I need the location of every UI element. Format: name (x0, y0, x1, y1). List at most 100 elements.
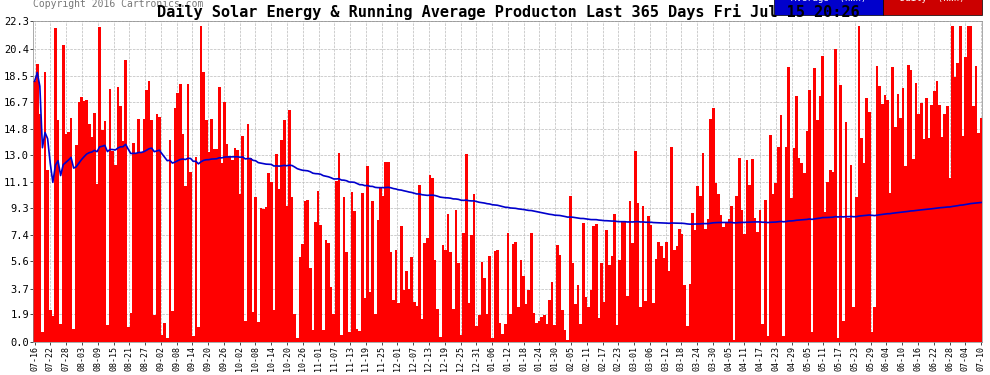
Bar (626, 296, 629, 342)
Bar (350, 192, 353, 342)
Bar (777, 147, 779, 342)
Bar (96, 183, 98, 342)
Bar (288, 110, 291, 342)
Bar (264, 207, 267, 342)
Bar (416, 306, 418, 342)
Bar (410, 257, 413, 342)
Bar (210, 119, 213, 342)
Bar (905, 166, 907, 342)
Bar (837, 338, 840, 342)
Bar (571, 263, 574, 342)
Bar (478, 315, 480, 342)
Bar (699, 196, 702, 342)
Bar (314, 222, 317, 342)
Bar (665, 242, 668, 342)
Bar (376, 220, 379, 342)
Bar (195, 157, 197, 342)
Bar (36, 64, 39, 342)
Bar (832, 172, 835, 342)
Bar (772, 194, 774, 342)
Bar (849, 165, 852, 342)
Bar (143, 118, 146, 342)
Bar (923, 140, 926, 342)
Bar (972, 106, 974, 342)
Bar (931, 105, 933, 342)
Bar (652, 303, 654, 342)
Bar (496, 250, 499, 342)
Bar (733, 340, 736, 342)
Bar (483, 278, 486, 342)
Bar (936, 81, 939, 342)
Bar (242, 135, 244, 342)
Bar (548, 300, 550, 342)
Bar (728, 219, 731, 342)
Bar (736, 196, 738, 342)
Bar (881, 104, 884, 342)
Bar (897, 94, 899, 342)
Bar (488, 256, 491, 342)
Bar (605, 230, 608, 342)
Bar (899, 118, 902, 342)
Bar (83, 101, 85, 342)
Bar (205, 120, 208, 342)
Bar (346, 252, 347, 342)
Bar (62, 45, 64, 342)
Bar (959, 26, 961, 342)
Bar (910, 70, 912, 342)
Bar (363, 298, 366, 342)
Bar (940, 137, 943, 342)
Bar (561, 310, 563, 342)
Bar (39, 114, 42, 342)
Bar (515, 242, 517, 342)
Bar (553, 324, 556, 342)
Bar (842, 321, 844, 342)
Bar (221, 162, 223, 342)
Bar (566, 340, 569, 342)
Bar (77, 102, 80, 342)
Bar (821, 57, 824, 342)
Bar (155, 114, 158, 342)
Bar (720, 215, 723, 342)
Bar (317, 191, 320, 342)
Bar (125, 60, 127, 342)
Bar (751, 159, 753, 342)
Bar (454, 210, 457, 342)
Bar (216, 150, 218, 342)
Bar (574, 304, 577, 342)
Bar (862, 164, 865, 342)
Bar (678, 229, 681, 342)
Bar (933, 91, 936, 342)
Bar (806, 131, 808, 342)
Bar (946, 106, 948, 342)
Bar (166, 338, 168, 342)
Bar (533, 313, 536, 342)
Bar (657, 242, 660, 342)
Text: Copyright 2016 Cartronics.com: Copyright 2016 Cartronics.com (34, 0, 204, 9)
Bar (808, 90, 811, 342)
Bar (587, 308, 590, 342)
Bar (179, 84, 181, 342)
Bar (793, 148, 795, 342)
Bar (814, 68, 816, 342)
Bar (229, 156, 231, 342)
Bar (644, 301, 647, 342)
Bar (168, 140, 171, 342)
Bar (491, 338, 494, 342)
Bar (964, 57, 967, 342)
Bar (251, 312, 254, 342)
Bar (590, 290, 592, 342)
Bar (426, 238, 429, 342)
Bar (213, 148, 216, 342)
Bar (640, 307, 642, 342)
Bar (912, 159, 915, 342)
Bar (847, 218, 849, 342)
Bar (675, 246, 678, 342)
Bar (795, 96, 798, 342)
Bar (138, 118, 140, 342)
Bar (499, 323, 501, 342)
Bar (915, 83, 918, 342)
Bar (803, 174, 806, 342)
Bar (285, 206, 288, 342)
Bar (702, 153, 704, 342)
Bar (275, 154, 278, 342)
